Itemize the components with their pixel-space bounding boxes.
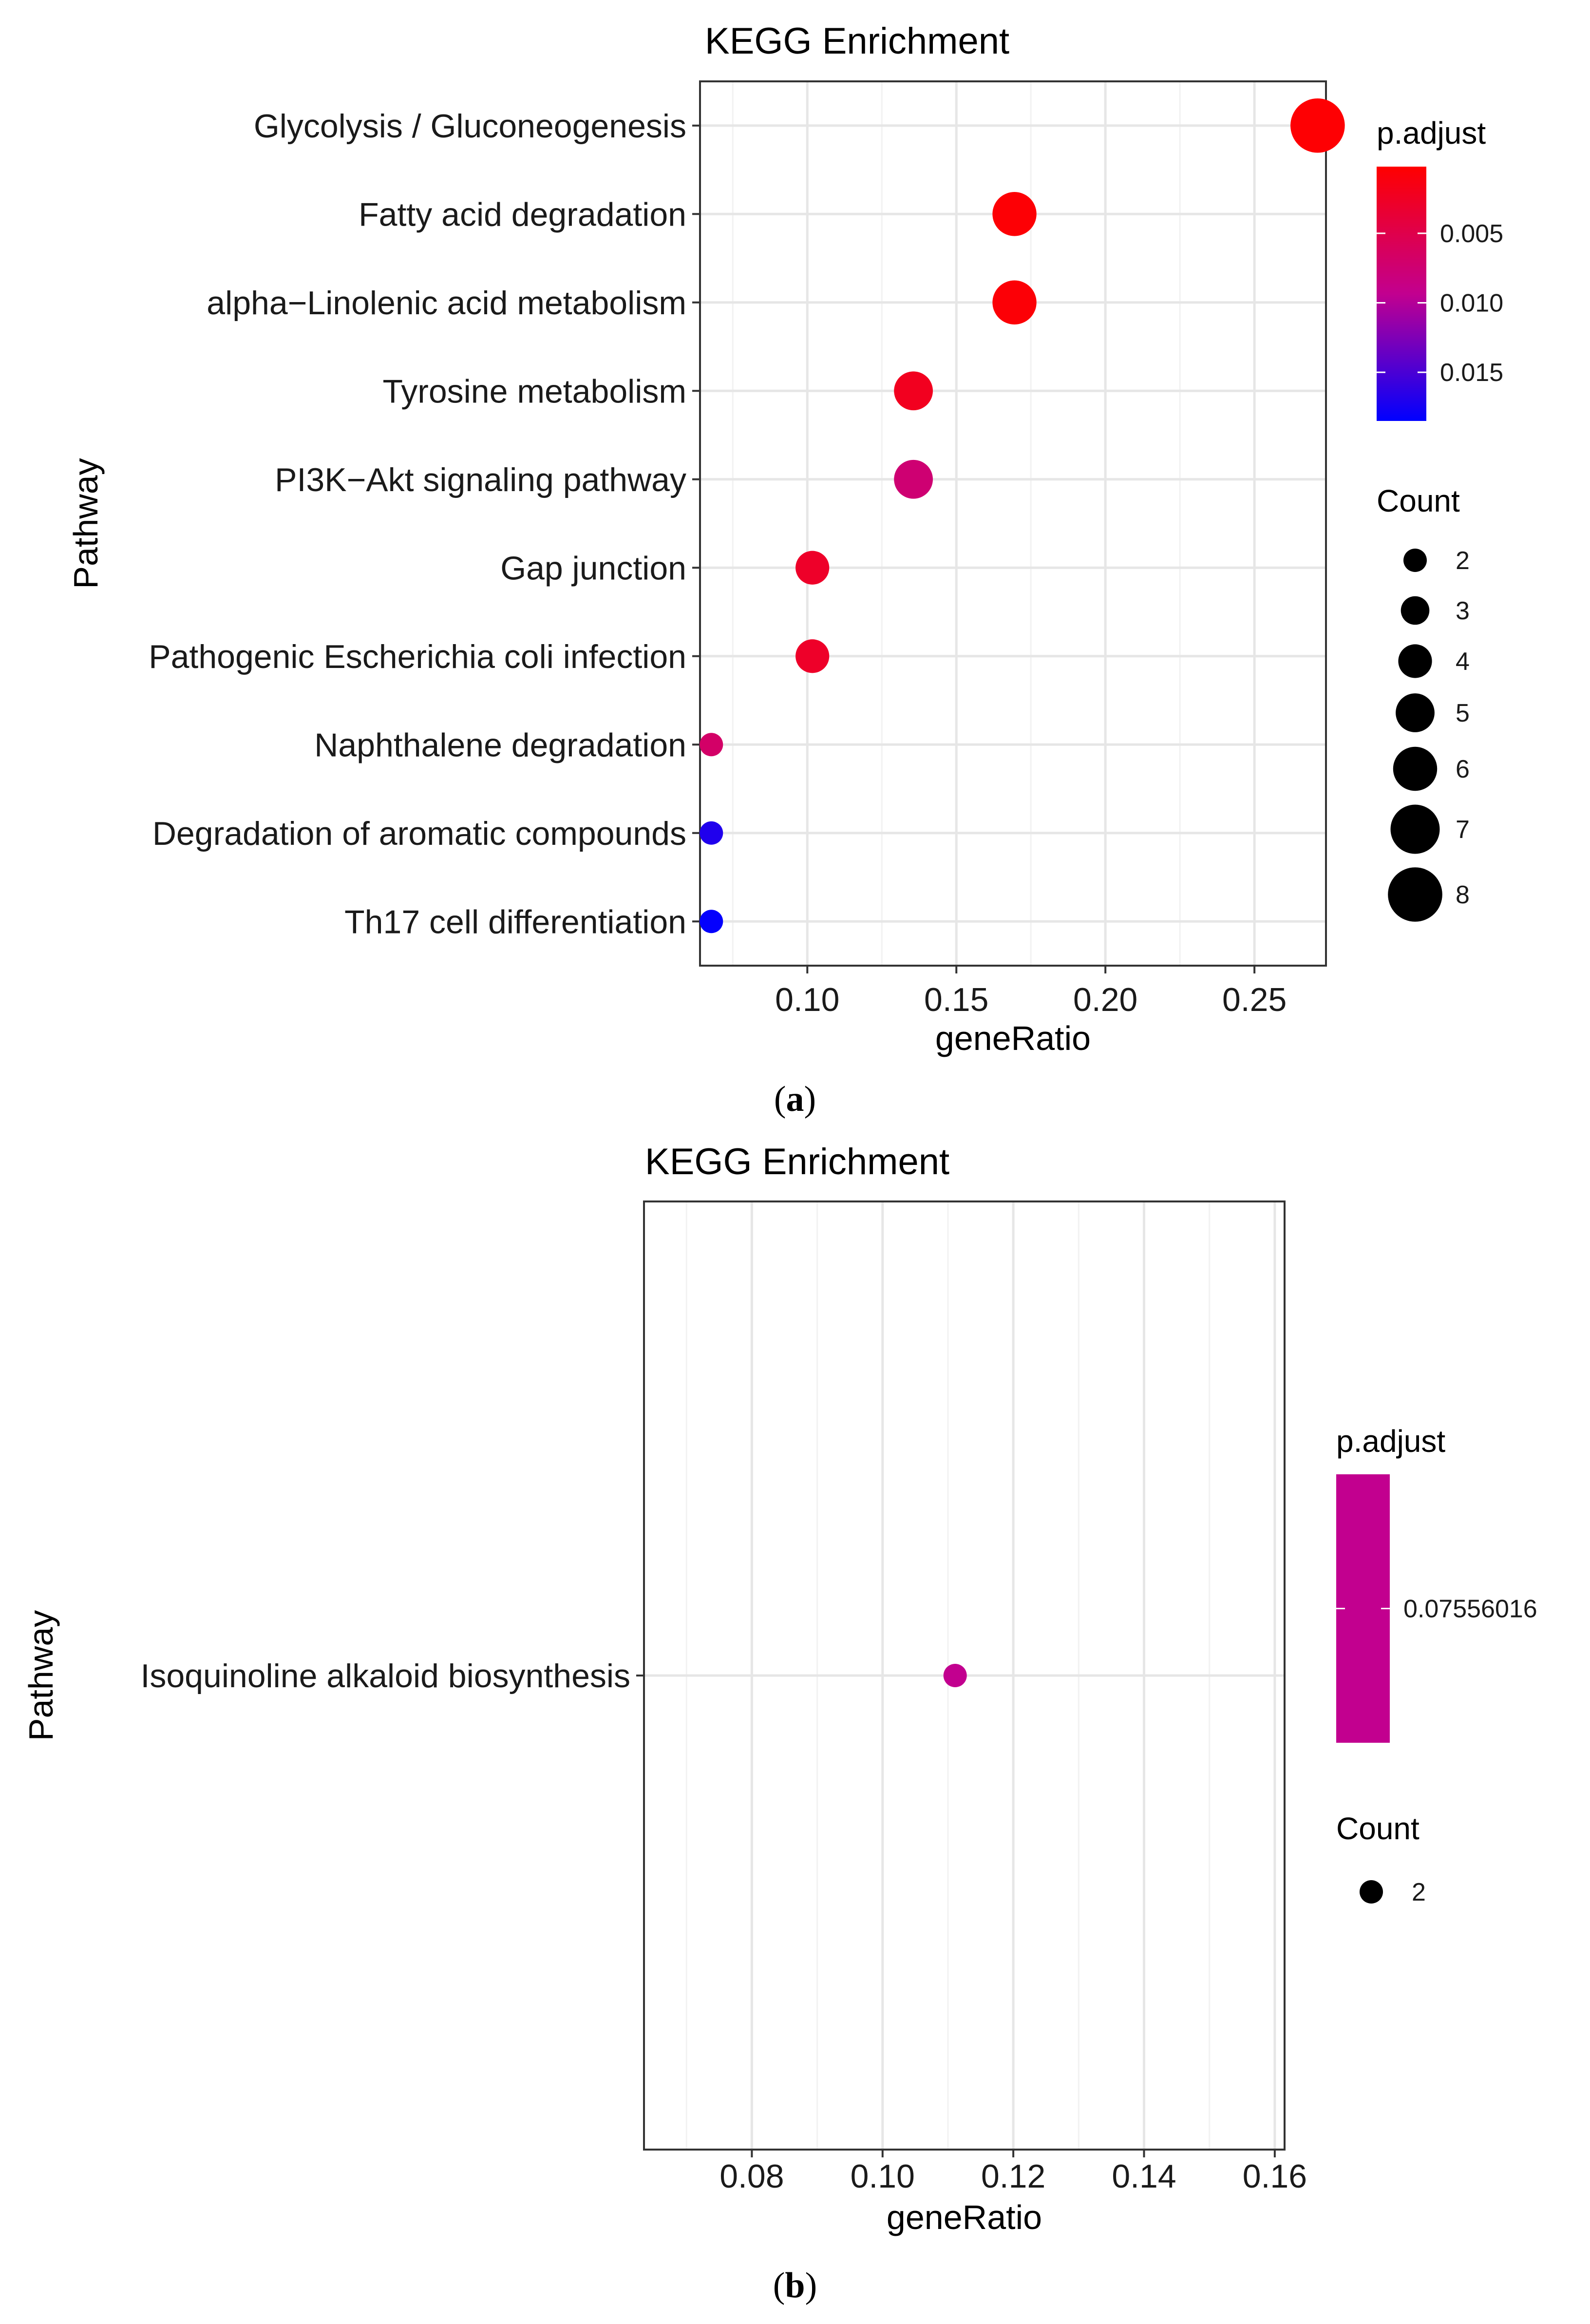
size-legend-dot (1360, 1880, 1383, 1904)
plot-border (699, 80, 1327, 967)
data-point (894, 371, 933, 411)
color-legend-title: p.adjust (1336, 1424, 1445, 1459)
caption-letter: a (786, 1079, 804, 1119)
size-legend-label: 2 (1456, 547, 1470, 575)
x-tick-label: 0.15 (924, 981, 988, 1018)
y-tick-label: Glycolysis / Gluconeogenesis (254, 108, 686, 145)
color-legend-title: p.adjust (1377, 115, 1486, 151)
panel-caption: (b) (773, 2266, 817, 2305)
caption-paren-close: ) (805, 2266, 817, 2305)
chart-title: KEGG Enrichment (645, 1141, 949, 1182)
x-tick-label: 0.08 (719, 2158, 784, 2195)
x-tick-label: 0.16 (1243, 2158, 1307, 2195)
data-point (700, 910, 723, 933)
x-tick-label: 0.12 (981, 2158, 1045, 2195)
size-legend-label: 2 (1412, 1878, 1426, 1906)
size-legend-dot (1401, 596, 1430, 625)
x-axis-label: geneRatio (887, 2198, 1042, 2236)
color-tick-label: 0.07556016 (1403, 1595, 1537, 1623)
y-axis-label: Pathway (22, 1610, 60, 1741)
caption-paren-open: ( (774, 1079, 786, 1119)
x-tick-label: 0.14 (1112, 2158, 1176, 2195)
caption-paren-close: ) (804, 1079, 816, 1119)
y-tick-label: Tyrosine metabolism (382, 373, 686, 410)
size-legend-label: 8 (1456, 881, 1470, 909)
x-tick-label: 0.10 (851, 2158, 915, 2195)
data-point (795, 639, 830, 673)
y-tick-label: Fatty acid degradation (359, 196, 686, 233)
panel-caption: (a) (774, 1079, 816, 1119)
size-legend-dot (1390, 804, 1440, 854)
size-legend-label: 4 (1456, 648, 1470, 676)
caption-letter: b (785, 2266, 805, 2305)
y-tick-label: PI3K−Akt signaling pathway (275, 461, 686, 498)
size-legend-label: 7 (1456, 816, 1470, 844)
size-legend-label: 5 (1456, 699, 1470, 727)
data-point (1290, 98, 1345, 153)
data-point (795, 551, 830, 585)
color-bar (1336, 1474, 1390, 1743)
panel-a: KEGG Enrichment Glycolysis / Gluconeogene… (67, 20, 1503, 1119)
color-tick-label: 0.005 (1440, 220, 1503, 248)
color-bar (1377, 167, 1426, 421)
caption-paren-open: ( (773, 2266, 785, 2305)
chart-title: KEGG Enrichment (705, 20, 1009, 62)
size-legend-dot (1388, 867, 1442, 922)
size-legend-title: Count (1377, 483, 1460, 518)
data-point (992, 280, 1037, 324)
y-axis-label: Pathway (67, 458, 105, 589)
y-tick-label: Naphthalene degradation (314, 726, 686, 763)
size-legend-title: Count (1336, 1811, 1420, 1846)
y-tick-label: Pathogenic Escherichia coli infection (149, 638, 686, 675)
y-tick-label: Th17 cell differentiation (344, 903, 686, 940)
size-legend-dot (1403, 549, 1427, 572)
size-legend-dot (1393, 746, 1438, 791)
size-legend-dot (1396, 693, 1435, 732)
y-tick-label: alpha−Linolenic acid metabolism (207, 285, 686, 322)
y-tick-label: Gap junction (500, 550, 686, 587)
data-point (700, 821, 723, 845)
y-tick-label: Degradation of aromatic compounds (152, 815, 686, 852)
panel-b: KEGG Enrichment Isoquinoline alkaloid bio… (22, 1141, 1537, 2305)
color-tick-label: 0.010 (1440, 289, 1503, 318)
x-axis-label: geneRatio (935, 1019, 1091, 1057)
size-legend-dot (1398, 644, 1432, 678)
data-point (943, 1664, 967, 1687)
x-tick-label: 0.25 (1222, 981, 1287, 1018)
data-point (992, 192, 1037, 236)
size-legend-label: 3 (1456, 597, 1470, 625)
x-tick-label: 0.20 (1073, 981, 1137, 1018)
data-point (894, 459, 933, 499)
x-tick-label: 0.10 (775, 981, 839, 1018)
size-legend-label: 6 (1456, 755, 1470, 783)
data-point (700, 733, 723, 757)
color-tick-label: 0.015 (1440, 359, 1503, 387)
y-tick-label: Isoquinoline alkaloid biosynthesis (140, 1657, 630, 1695)
